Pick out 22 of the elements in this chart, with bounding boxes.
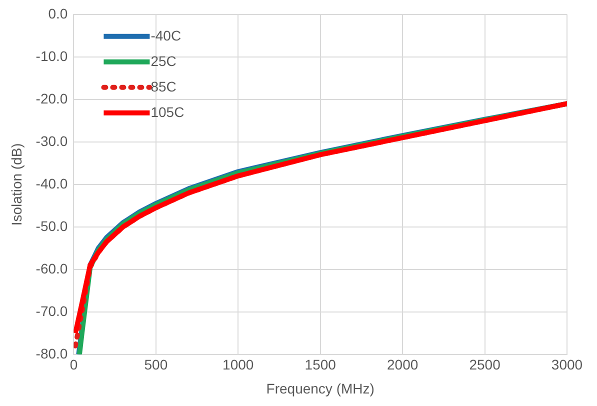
y-tick-label: -20.0 [36,90,68,106]
legend-label: 105C [150,104,184,120]
x-tick-label: 0 [70,356,78,373]
y-tick-label: -50.0 [36,218,68,234]
legend-label: 25C [150,52,176,69]
x-tick-label: 1500 [304,356,336,373]
y-axis-title: Isolation (dB) [8,143,24,226]
y-tick-label: -80.0 [36,345,68,362]
y-tick-label: -60.0 [36,260,68,276]
x-tick-label: 2500 [469,356,501,373]
legend-label: 85C [150,78,176,94]
x-tick-label: 3000 [551,356,583,373]
x-tick-label: 1000 [222,356,254,373]
y-tick-label: -30.0 [36,132,68,149]
y-tick-label: -10.0 [36,48,68,64]
x-tick-label: 2000 [386,356,418,373]
y-tick-label: -70.0 [36,302,68,319]
x-axis-title: Frequency (MHz) [266,380,374,396]
x-tick-label: 500 [144,356,168,373]
legend-label: -40C [150,27,182,44]
y-tick-label: -40.0 [36,175,68,192]
y-tick-label: 0.0 [48,5,68,22]
